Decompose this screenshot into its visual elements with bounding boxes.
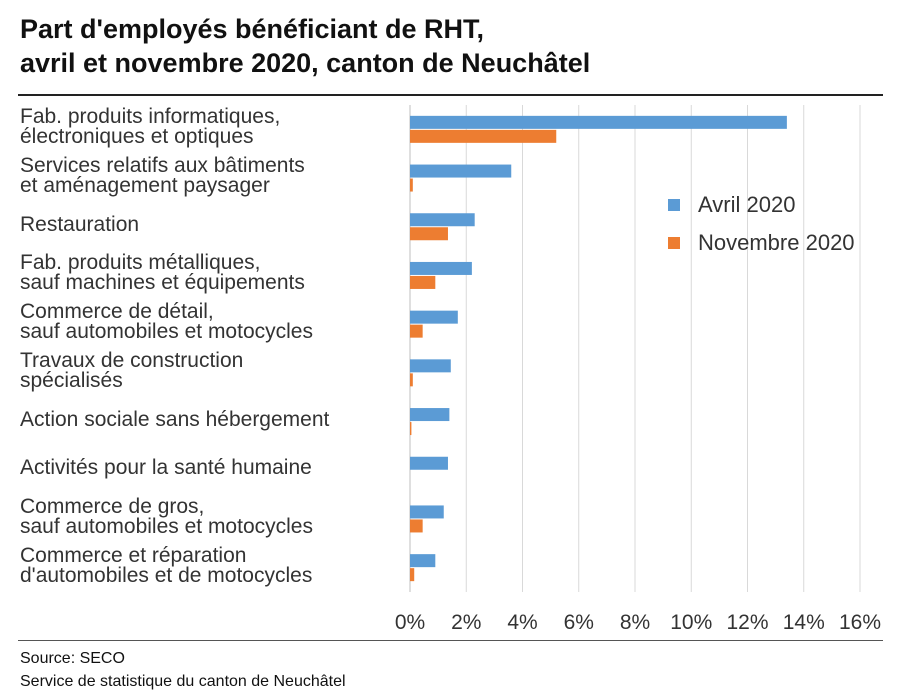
category-label: Fab. produits informatiques, électronique… [20, 105, 410, 149]
bar-avril-4 [410, 310, 458, 324]
bar-avril-2 [410, 213, 475, 227]
legend-label-novembre: Novembre 2020 [698, 230, 855, 255]
category-label-line: Services relatifs aux bâtiments [20, 154, 305, 178]
bar-novembre-4 [410, 324, 423, 338]
bar-avril-9 [410, 554, 436, 568]
category-label-line: Activités pour la santé humaine [20, 456, 312, 480]
chart-title: Part d'employés bénéficiant de RHT, avri… [20, 12, 880, 80]
bar-avril-3 [410, 261, 472, 275]
x-tick-label: 10% [670, 611, 713, 634]
bar-novembre-0 [410, 129, 557, 143]
title-rule [18, 94, 883, 96]
x-tick-label: 14% [782, 611, 825, 634]
title-line-1: Part d'employés bénéficiant de RHT, [20, 14, 485, 44]
category-label-line: d'automobiles et de motocycles [20, 563, 313, 587]
category-label-line: Action sociale sans hébergement [20, 407, 330, 431]
bar-novembre-5 [410, 373, 413, 387]
x-tick-label: 0% [394, 611, 426, 634]
x-tick-label: 2% [451, 611, 482, 634]
bar-avril-1 [410, 164, 512, 178]
x-tick-label: 16% [838, 611, 882, 634]
category-label: Commerce et réparation d'automobiles et d… [20, 543, 410, 587]
category-label-line: sauf automobiles et motocycles [20, 514, 313, 538]
category-label: Activités pour la santé humaine [20, 456, 410, 480]
bar-novembre-6 [410, 422, 412, 436]
bar-avril-0 [410, 115, 787, 129]
bar-novembre-3 [410, 275, 436, 289]
bar-novembre-1 [410, 178, 413, 192]
bar-novembre-2 [410, 227, 448, 241]
bar-avril-5 [410, 359, 451, 373]
category-label: Services relatifs aux bâtiments et aménag… [20, 154, 410, 198]
legend-item-avril: Avril 2020 [668, 192, 795, 218]
category-label-line: Commerce de détail, [20, 300, 214, 324]
bar-avril-6 [410, 408, 450, 422]
category-label: Action sociale sans hébergement [20, 407, 410, 431]
category-label-line: Fab. produits métalliques, [20, 251, 261, 275]
category-label-line: Fab. produits informatiques, [20, 105, 281, 129]
footer-rule [18, 640, 883, 641]
category-label: Commerce de gros, sauf automobiles et mot… [20, 494, 410, 538]
category-label-line: électroniques et optiques [20, 125, 254, 149]
x-tick-label: 6% [563, 611, 594, 634]
category-label-line: sauf automobiles et motocycles [20, 320, 313, 344]
category-label-line: Travaux de construction [20, 348, 244, 372]
legend-label-avril: Avril 2020 [698, 192, 796, 217]
category-label: Commerce de détail, sauf automobiles et m… [20, 300, 410, 344]
x-tick-label: 4% [507, 611, 538, 634]
category-label-line: Commerce de gros, [20, 494, 205, 518]
source-note: Source: SECO [20, 650, 125, 667]
publisher-note: Service de statistique du canton de Neuc… [20, 673, 346, 690]
title-line-2: avril et novembre 2020, canton de Neuchâ… [20, 48, 591, 78]
legend-swatch-novembre [668, 237, 680, 249]
category-label-line: spécialisés [20, 368, 123, 392]
x-tick-label: 8% [619, 611, 651, 634]
category-label-line: sauf machines et équipements [20, 271, 305, 295]
category-label: Restauration [20, 212, 410, 236]
category-label-line: et aménagement paysager [20, 174, 270, 198]
category-label-line: Commerce et réparation [20, 543, 247, 567]
category-label: Travaux de construction spécialisés [20, 348, 410, 392]
category-label-line: Restauration [20, 212, 140, 236]
category-label: Fab. produits métalliques, sauf machines … [20, 251, 410, 295]
legend-swatch-avril [668, 199, 680, 211]
bar-novembre-9 [410, 568, 415, 582]
bar-avril-8 [410, 505, 444, 519]
x-tick-label: 12% [726, 611, 769, 634]
bar-novembre-8 [410, 519, 423, 533]
bar-avril-7 [410, 456, 448, 470]
legend-item-novembre: Novembre 2020 [668, 230, 855, 256]
